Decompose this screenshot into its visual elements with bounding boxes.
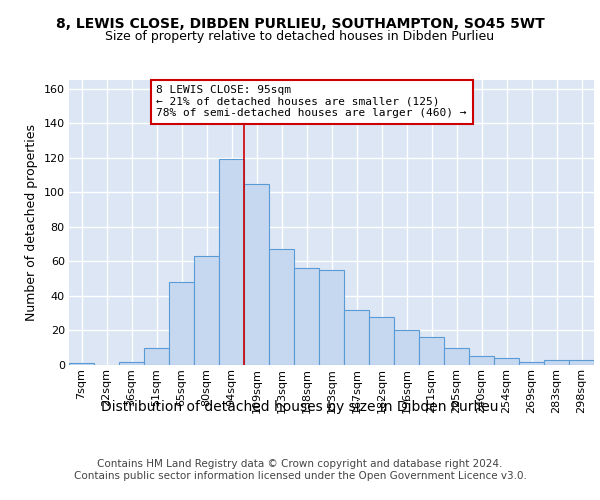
Bar [144,348,169,365]
Bar [119,362,144,365]
Bar [519,362,544,365]
Bar [394,330,419,365]
Y-axis label: Number of detached properties: Number of detached properties [25,124,38,321]
Bar [269,250,294,365]
Bar [419,338,444,365]
Bar [344,310,369,365]
Text: Distribution of detached houses by size in Dibden Purlieu: Distribution of detached houses by size … [101,400,499,414]
Bar [544,360,569,365]
Bar [444,348,469,365]
Bar [169,282,194,365]
Text: 8 LEWIS CLOSE: 95sqm
← 21% of detached houses are smaller (125)
78% of semi-deta: 8 LEWIS CLOSE: 95sqm ← 21% of detached h… [157,85,467,118]
Bar [194,256,219,365]
Bar [244,184,269,365]
Bar [569,360,594,365]
Bar [219,160,244,365]
Bar [369,316,394,365]
Text: Size of property relative to detached houses in Dibden Purlieu: Size of property relative to detached ho… [106,30,494,43]
Bar [69,364,94,365]
Bar [494,358,519,365]
Bar [469,356,494,365]
Text: 8, LEWIS CLOSE, DIBDEN PURLIEU, SOUTHAMPTON, SO45 5WT: 8, LEWIS CLOSE, DIBDEN PURLIEU, SOUTHAMP… [56,18,544,32]
Text: Contains HM Land Registry data © Crown copyright and database right 2024.
Contai: Contains HM Land Registry data © Crown c… [74,459,526,481]
Bar [294,268,319,365]
Bar [319,270,344,365]
